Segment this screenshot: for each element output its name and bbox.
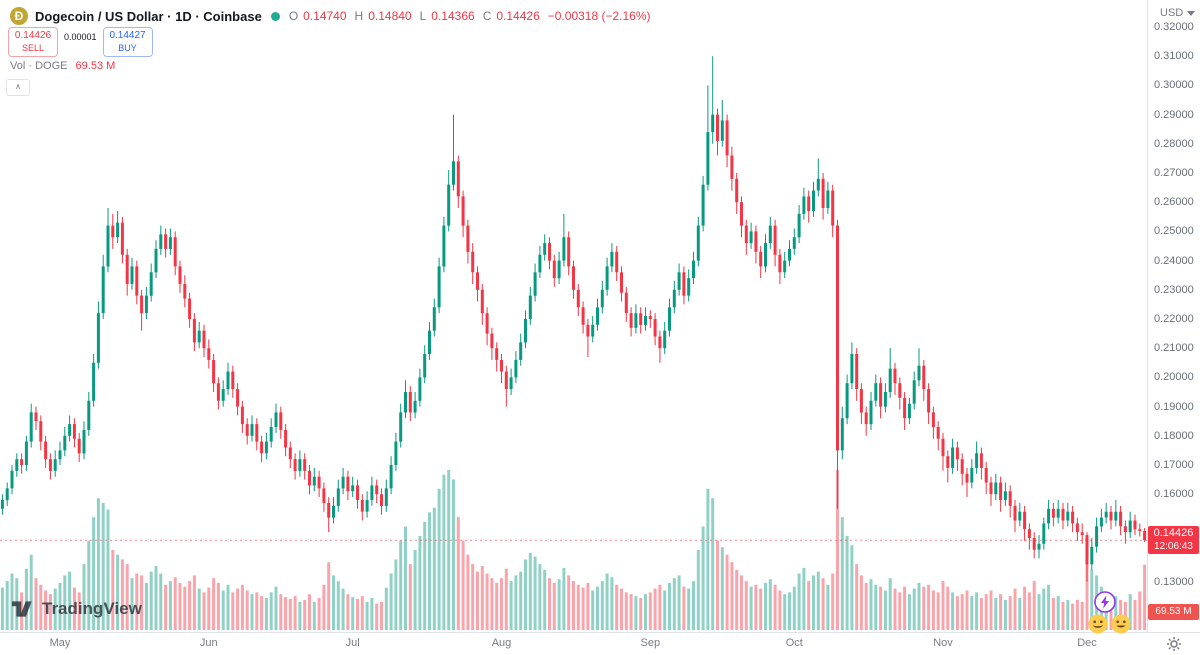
sell-price: 0.14426 [14,30,52,41]
price-axis-label: 0.30000 [1154,79,1194,92]
collapse-legend-button[interactable]: ∧ [6,79,30,96]
buy-label: BUY [118,43,137,53]
candles [0,56,1147,582]
tradingview-watermark: TradingView [12,599,142,619]
time-axis-label: Jun [199,637,218,649]
spread-value: 0.00001 [58,32,103,42]
reaction-emoji-button-2[interactable] [1111,614,1131,634]
time-axis-label: Oct [785,637,803,649]
buy-price: 0.14427 [109,30,146,41]
price-axis-label: 0.27000 [1154,167,1194,179]
buy-button[interactable]: 0.14427 BUY [102,27,153,57]
time-axis-label: Jul [345,637,360,649]
price-axis-label: 0.25000 [1154,225,1194,238]
volume-value: 69.53 M [75,60,116,72]
time-axis-label: May [49,637,71,649]
smiley-emoji-icon [1111,614,1131,634]
last-price-value: 0.14426 [1153,527,1194,540]
price-axis-label: 0.19000 [1154,400,1194,413]
symbol-title[interactable]: Dogecoin / US Dollar · 1D · Coinbase [35,8,262,24]
price-axis-label: 0.23000 [1154,283,1194,296]
price-axis-label: 0.26000 [1154,196,1194,209]
high-value: 0.14840 [368,9,412,23]
price-axis-label: 0.28000 [1154,137,1194,150]
price-axis-label: 0.29000 [1154,108,1194,121]
price-axis-label: 0.18000 [1154,429,1194,442]
volume-badge: 69.53 M [1148,604,1199,620]
price-axis-label: 0.16000 [1154,488,1194,501]
low-value: 0.14366 [431,9,475,23]
tradingview-logo-icon [12,601,32,617]
chevron-down-icon [1187,10,1196,16]
chart-legend: Ð Dogecoin / US Dollar · 1D · Coinbase O… [10,7,651,25]
volume-legend: Vol · DOGE 69.53 M [10,60,115,72]
laughing-emoji-icon [1088,614,1108,634]
chevron-up-icon: ∧ [15,82,21,91]
watermark-text: TradingView [42,599,142,618]
change-value: −0.00318 (−2.16%) [547,9,651,23]
currency-label: USD [1160,7,1184,19]
boost-button[interactable] [1094,591,1116,613]
currency-selector[interactable]: USD [1160,7,1196,19]
open-value: 0.14740 [303,9,347,23]
price-axis-label: 0.21000 [1154,342,1194,355]
gear-icon [1167,637,1181,651]
high-label: H [354,9,364,23]
low-label: L [419,9,427,23]
volume-bars [0,470,1147,630]
lightning-icon [1094,591,1116,613]
reaction-emoji-button[interactable] [1088,614,1108,634]
candle-countdown: 12:06:43 [1154,541,1193,553]
price-axis-label: 0.32000 [1154,21,1194,33]
candlestick-chart[interactable] [0,0,1147,632]
price-axis-label: 0.24000 [1154,254,1194,267]
sell-button[interactable]: 0.14426 SELL [8,27,58,57]
open-label: O [288,9,299,23]
close-value: 0.14426 [496,9,540,23]
time-axis-label: Sep [640,637,661,649]
buy-sell-widget: 0.14426 SELL 0.00001 0.14427 BUY [8,27,153,57]
last-price-badge: 0.14426 12:06:43 [1148,526,1199,555]
volume-label: Vol · DOGE [10,60,68,72]
sell-label: SELL [21,43,45,53]
price-axis-label: 0.31000 [1154,50,1194,63]
time-axis-label: Dec [1077,637,1097,649]
ohlc-values: O 0.14740 H 0.14840 L 0.14366 C 0.14426 … [289,9,651,23]
settings-gear-button[interactable] [1166,636,1182,652]
dogecoin-icon: Ð [10,7,28,25]
price-axis-label: 0.20000 [1154,371,1194,384]
price-axis-label: 0.22000 [1154,313,1194,325]
price-axis-label: 0.13000 [1154,575,1194,588]
close-label: C [482,9,492,23]
time-axis-label: Nov [933,637,953,649]
price-axis-label: 0.17000 [1154,459,1194,471]
time-axis-label: Aug [491,637,512,649]
time-axis[interactable]: May Jun Jul Aug Sep Oct Nov Dec [0,632,1200,655]
market-status-icon[interactable] [270,11,280,21]
